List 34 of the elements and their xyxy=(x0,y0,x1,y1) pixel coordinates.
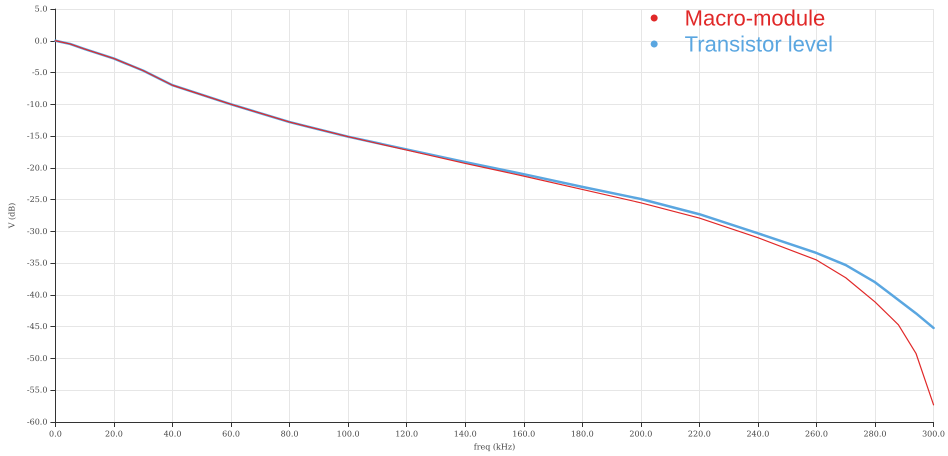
x-tick-label: 280.0 xyxy=(864,430,886,438)
x-tick-label: 100.0 xyxy=(336,430,360,438)
y-tick-label: -50.0 xyxy=(26,354,48,363)
x-tick-label: 260.0 xyxy=(805,430,828,438)
y-axis-title: V (dB) xyxy=(8,202,16,230)
x-tick-label: 180.0 xyxy=(570,430,594,438)
x-tick-label: 140.0 xyxy=(454,430,477,438)
x-tick-label: 120.0 xyxy=(395,430,418,438)
y-tick-label: -15.0 xyxy=(26,132,48,141)
x-tick-label: 60.0 xyxy=(222,430,240,438)
legend-label: Transistor level xyxy=(684,32,834,56)
x-tick-label: 0.0 xyxy=(49,430,62,438)
y-tick-label: -5.0 xyxy=(32,68,48,78)
y-tick-label: -20.0 xyxy=(26,163,48,172)
x-tick-label: 220.0 xyxy=(688,430,711,438)
y-tick-label: 0.0 xyxy=(34,36,48,46)
y-tick-label: -55.0 xyxy=(26,386,48,395)
x-tick-label: 300.0 xyxy=(922,430,945,438)
y-tick-label: -45.0 xyxy=(26,322,48,332)
x-tick-label: 20.0 xyxy=(105,430,123,438)
y-tick-label: -40.0 xyxy=(26,290,48,300)
y-tick-label: -60.0 xyxy=(26,418,48,426)
x-tick-label: 200.0 xyxy=(629,430,652,438)
y-tick-label: -10.0 xyxy=(26,100,48,109)
x-tick-label: 80.0 xyxy=(280,430,298,438)
x-tick-label: 240.0 xyxy=(746,430,770,438)
x-axis-title: freq (kHz) xyxy=(474,442,516,452)
y-tick-label: -30.0 xyxy=(26,226,48,236)
y-tick-label: 5.0 xyxy=(34,4,48,14)
legend-label: Macro-module xyxy=(684,6,826,30)
x-tick-label: 160.0 xyxy=(512,430,536,438)
y-tick-label: -35.0 xyxy=(26,258,48,268)
y-tick-label: -25.0 xyxy=(26,195,48,204)
x-tick-label: 40.0 xyxy=(164,430,182,438)
